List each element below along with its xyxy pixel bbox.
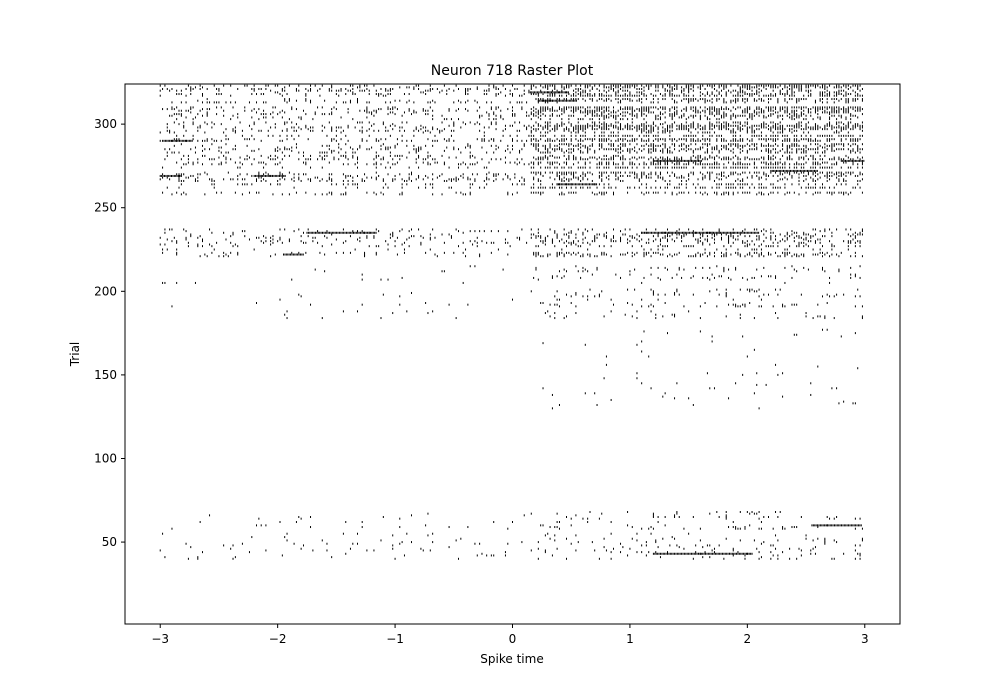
spike-layer (159, 84, 865, 560)
